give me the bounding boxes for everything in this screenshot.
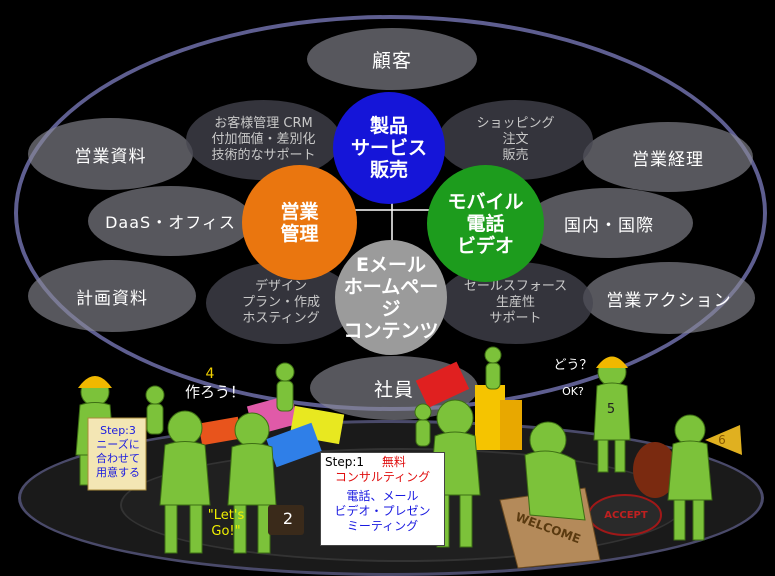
node-mobile: モバイル 電話 ビデオ xyxy=(427,165,544,282)
pill-sales-manager: 営業経理 xyxy=(583,122,753,192)
node-email: Eメール ホームページ コンテンツ xyxy=(335,240,447,355)
pill-customer: 顧客 xyxy=(307,28,477,90)
pill-plan-docs: 計画資料 xyxy=(28,260,196,332)
pill-shopping: ショッピング 注文 販売 xyxy=(438,100,593,180)
step4-text: 作ろう！ xyxy=(184,383,245,401)
accept-stamp-text: ACCEPT xyxy=(604,510,648,521)
dou-text: どう？ xyxy=(553,358,593,373)
node-product: 製品 サービス 販売 xyxy=(333,92,445,204)
node-sales-management: 営業 管理 xyxy=(242,165,357,280)
briefcase-number: 2 xyxy=(282,509,294,528)
stamp-accept xyxy=(588,442,677,536)
bar-blocks xyxy=(415,361,522,450)
number-5: 5 xyxy=(606,402,616,417)
step1-board: Step:1 無料 コンサルティング 電話、メール ビデオ・プレゼン ミーティン… xyxy=(320,452,445,546)
pill-sales-action: 営業アクション xyxy=(583,262,755,334)
number-6: 6 xyxy=(718,433,726,447)
lets-go-text: "Let's Go!" xyxy=(207,508,245,539)
pill-sales-docs: 営業資料 xyxy=(28,118,193,190)
ok-text: OK? xyxy=(562,385,584,398)
pill-salesforce: セールスフォース 生産性 サポート xyxy=(438,262,593,344)
step4-number: 4 xyxy=(205,366,215,382)
pill-domestic: 国内・国際 xyxy=(525,188,693,258)
step3-note: Step:3 ニーズに 合わせて 用意する xyxy=(96,424,140,479)
pill-daas: DaaS・オフィス xyxy=(88,186,253,256)
